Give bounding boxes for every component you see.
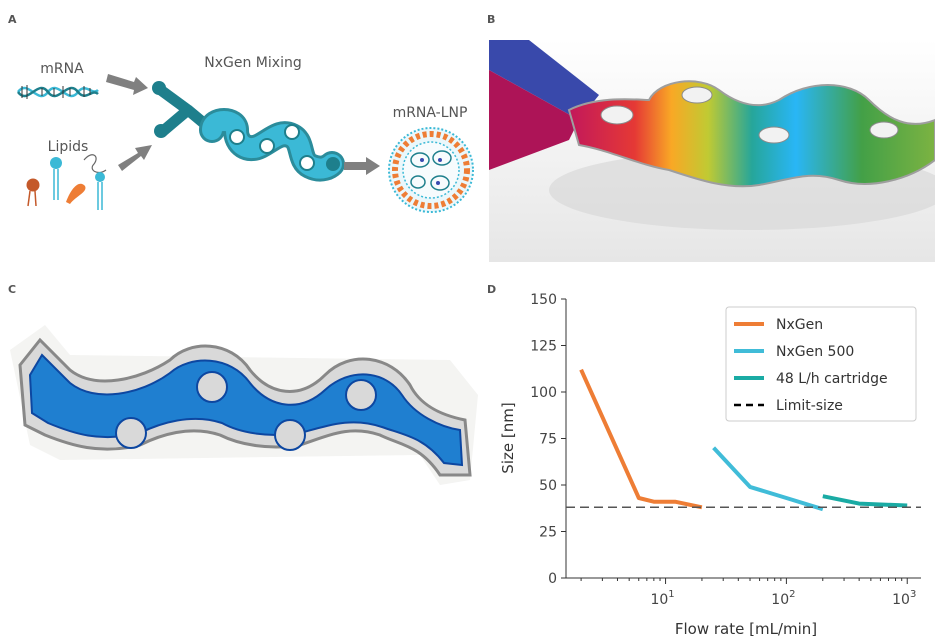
lipid-molecules-icon	[26, 154, 107, 210]
series-nxgen-500	[712, 446, 824, 512]
y-tick-label: 100	[530, 385, 557, 401]
y-tick-label: 0	[548, 571, 557, 587]
y-tick-label: 150	[530, 292, 557, 308]
legend-box	[725, 306, 917, 422]
x-axis-label: Flow rate [mL/min]	[675, 620, 817, 638]
y-tick-label: 50	[539, 478, 557, 494]
legend-label: NxGen 500	[776, 344, 854, 360]
input-arrows-icon	[106, 74, 152, 171]
x-tick-label: 102	[771, 589, 795, 608]
nxgen-mixing-chip-icon	[152, 81, 345, 182]
mixing-label: NxGen Mixing	[204, 55, 301, 71]
panel-label-c: C	[8, 283, 17, 296]
legend-label: 48 L/h cartridge	[776, 371, 888, 387]
legend-label: NxGen	[776, 317, 823, 333]
mrna-lnp-particle-icon	[388, 127, 474, 213]
panel-b-flow-simulation	[489, 40, 935, 262]
panel-label-d: D	[487, 283, 497, 296]
panel-a-schematic: mRNA Lipids NxGen Mixing mRNA-LNP	[16, 55, 474, 213]
y-tick-label: 25	[539, 525, 557, 541]
panel-c-chip-photo	[10, 325, 478, 485]
panel-d-chart: 0 25 50 75 100 125 150 101 102 103 NxGen NxGen 500…	[499, 292, 921, 638]
y-tick-label: 125	[530, 339, 557, 355]
output-arrow-icon	[344, 157, 380, 175]
x-tick-label: 101	[650, 589, 674, 608]
lipids-label: Lipids	[48, 139, 89, 155]
lnp-label: mRNA-LNP	[393, 105, 468, 121]
panel-label-a: A	[8, 13, 17, 26]
mrna-label: mRNA	[40, 61, 84, 77]
series-48-l-h-cartridge	[822, 494, 908, 508]
mrna-helix-icon	[16, 85, 99, 99]
x-tick-label: 103	[892, 589, 916, 608]
panel-label-b: B	[487, 13, 496, 26]
y-axis-label: Size [nm]	[499, 402, 517, 473]
series-nxgen	[579, 368, 703, 510]
legend-label: Limit-size	[776, 398, 843, 414]
y-tick-label: 75	[539, 432, 557, 448]
